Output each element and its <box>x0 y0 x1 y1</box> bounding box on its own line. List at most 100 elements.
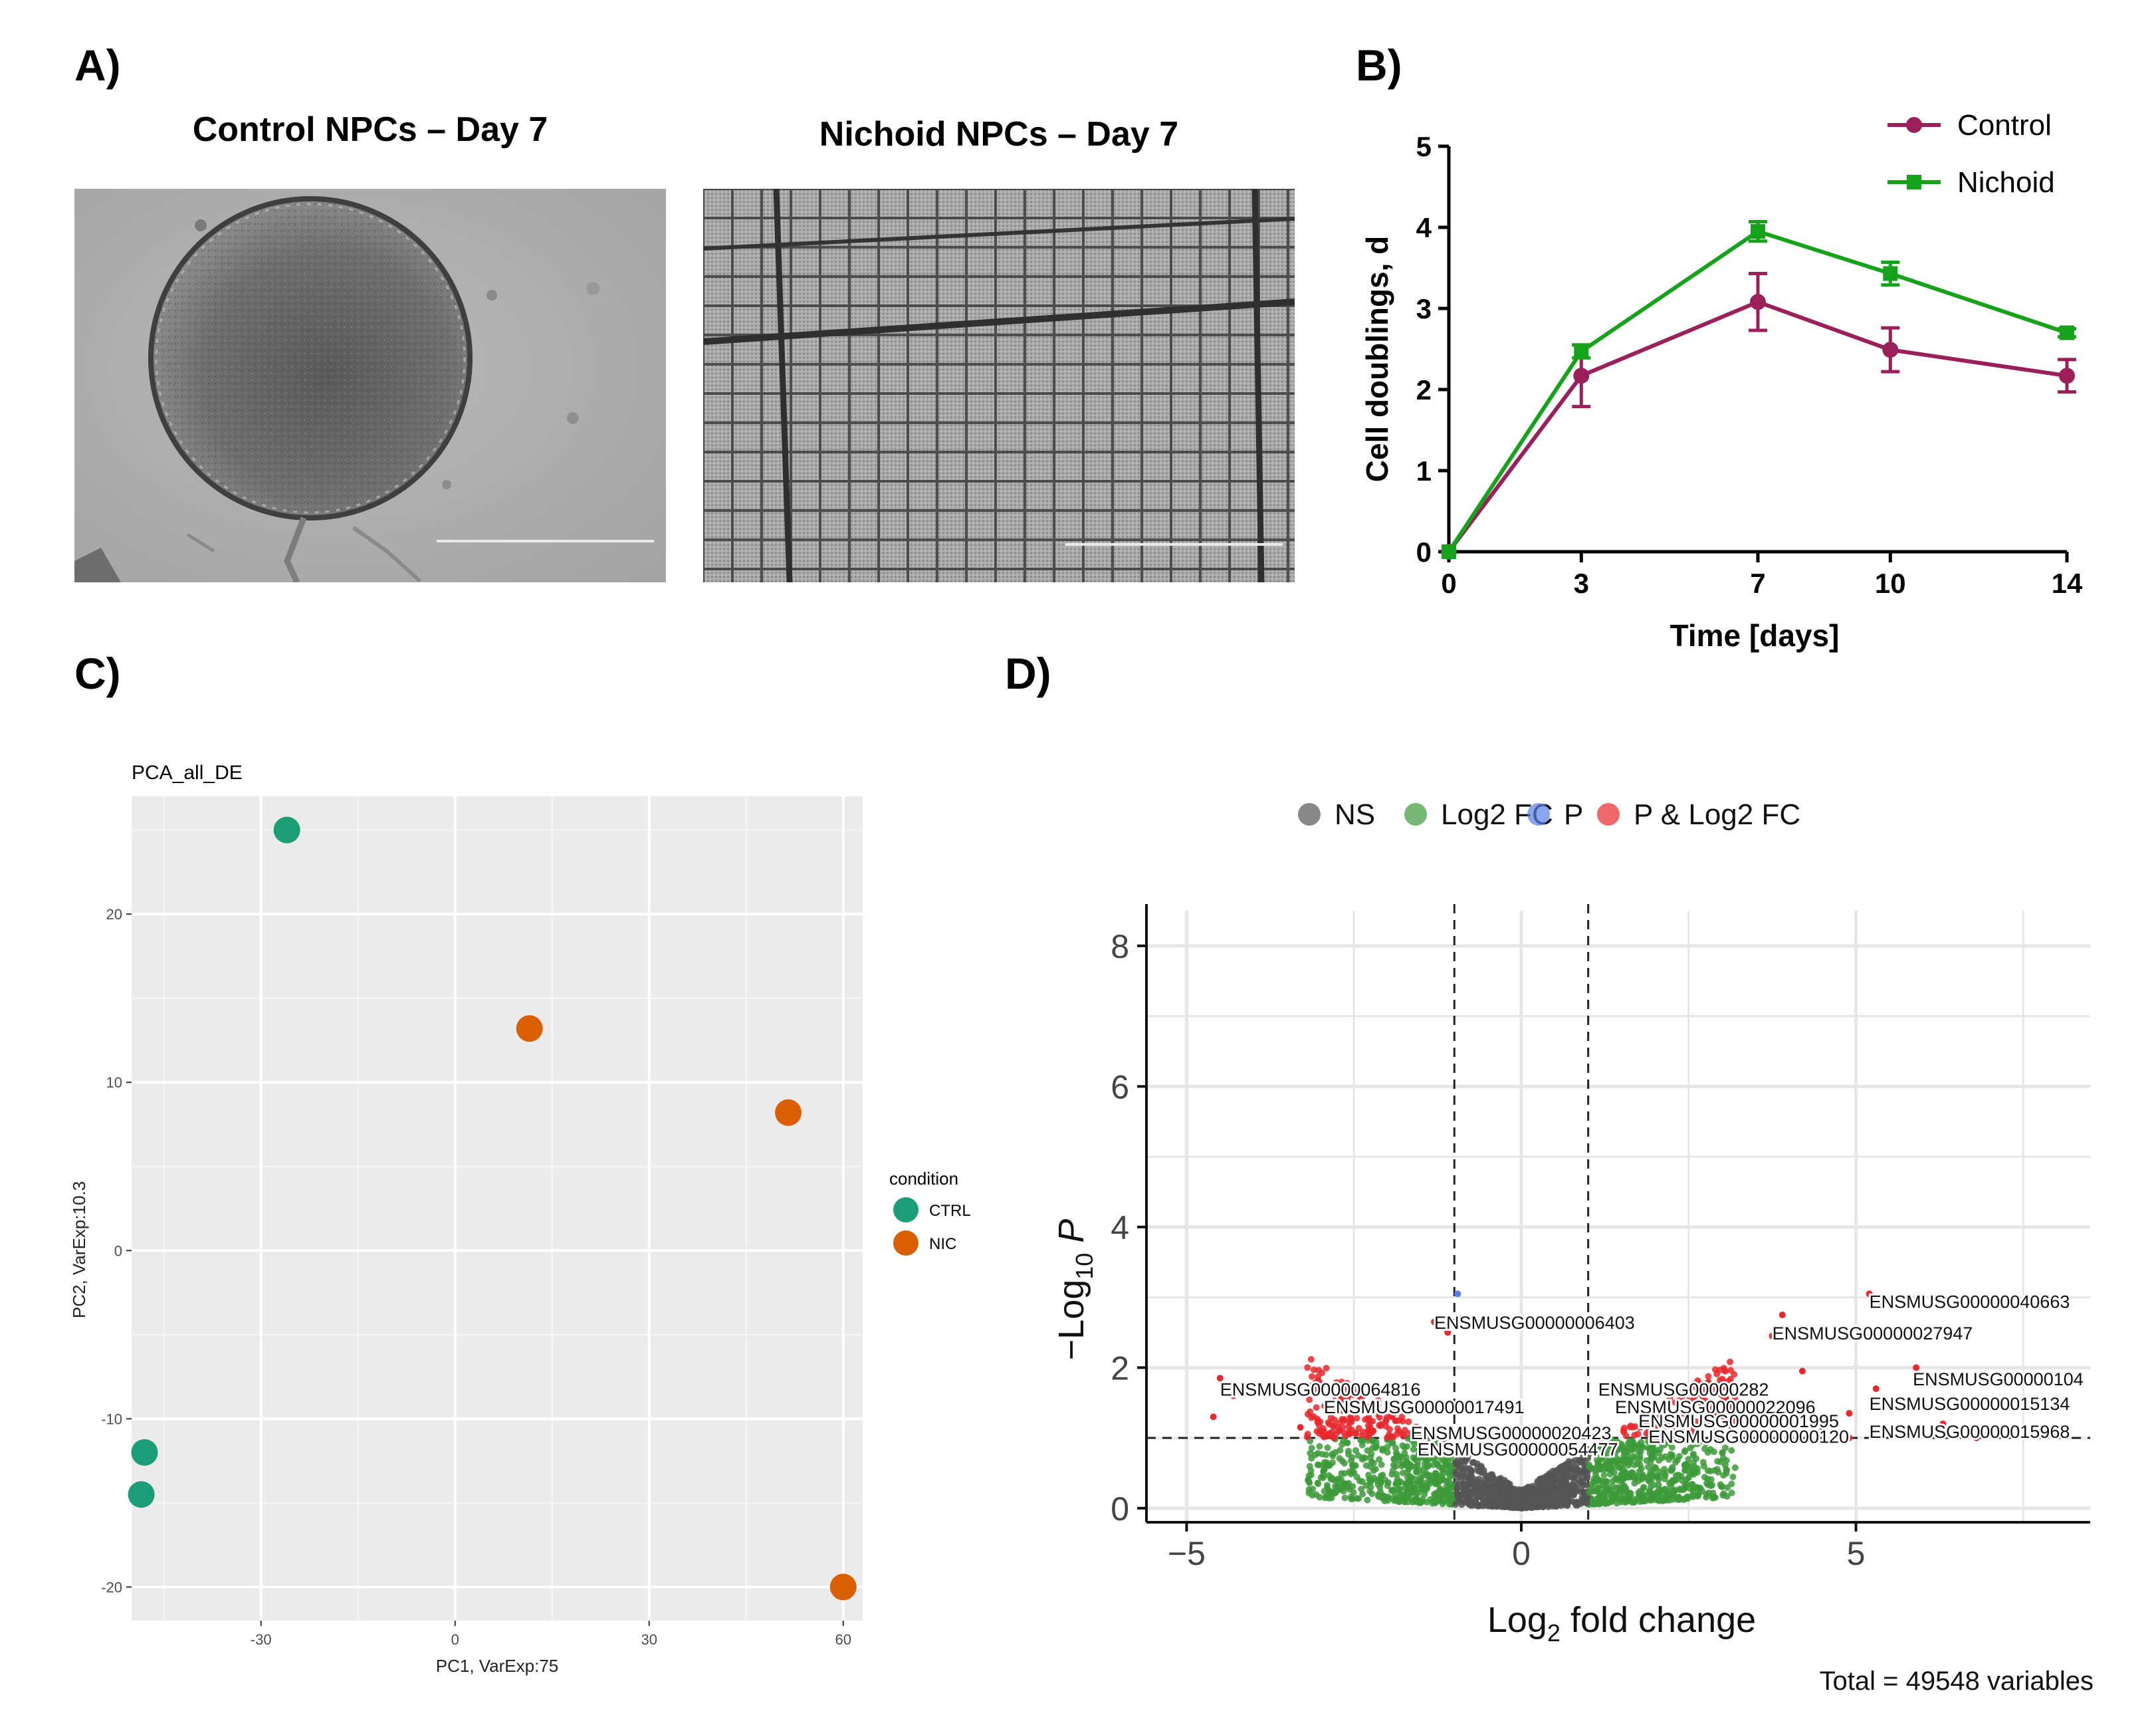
chart-d-point <box>1350 1489 1357 1496</box>
chart-d-point <box>1414 1462 1421 1469</box>
chart-c-x-tick-label: 30 <box>641 1631 657 1648</box>
chart-d-point <box>1406 1472 1414 1480</box>
chart-d-point <box>1728 1480 1735 1488</box>
chart-d-point <box>1693 1484 1701 1491</box>
chart-d-point <box>1572 1467 1579 1474</box>
chart-d-point <box>1308 1373 1315 1380</box>
chart-b-axes: 0 3 7 10 14 0 1 2 3 4 5 <box>1416 131 2083 599</box>
chart-c-legend-key <box>893 1197 918 1222</box>
chart-d-point <box>1376 1456 1383 1463</box>
chart-d-points <box>1210 1290 1980 1512</box>
chart-d-point <box>1311 1366 1317 1373</box>
chart-d-point <box>1555 1466 1562 1474</box>
chart-d-point <box>1550 1478 1557 1486</box>
chart-d-point <box>1689 1452 1697 1459</box>
chart-d-point <box>1308 1414 1315 1421</box>
chart-d-point <box>1647 1468 1654 1476</box>
chart-d-point <box>1468 1467 1475 1474</box>
chart-d-point <box>1630 1446 1638 1453</box>
chart-d-point <box>1445 1468 1452 1476</box>
chart-d-point <box>1730 1419 1737 1426</box>
chart-d-point <box>1713 1466 1721 1473</box>
chart-d-point <box>1358 1486 1365 1492</box>
chart-d-point <box>1366 1488 1374 1495</box>
chart-d-point <box>1359 1454 1366 1461</box>
chart-d-point <box>1652 1407 1660 1414</box>
chart-d-point <box>1661 1470 1668 1477</box>
chart-d-point <box>1369 1438 1376 1445</box>
control-micrograph <box>74 189 666 582</box>
chart-d-y-label: −Log10 P <box>1051 1219 1098 1361</box>
chart-d-point <box>1846 1435 1853 1442</box>
chart-d-point <box>1485 1500 1492 1508</box>
chart-d-point <box>1495 1476 1502 1483</box>
chart-d-point <box>1439 1438 1446 1446</box>
chart-d-point <box>1454 1290 1461 1298</box>
chart-d-point <box>1315 1450 1321 1457</box>
chart-d-point <box>1612 1459 1620 1466</box>
chart-d-gene-label: ENSMUSG00000027947 <box>1773 1323 1973 1343</box>
chart-c-title: PCA_all_DE <box>132 762 243 784</box>
chart-b-point <box>1574 344 1589 359</box>
control-micrograph-image <box>74 189 666 582</box>
chart-d-point <box>1586 1489 1593 1496</box>
chart-d-point <box>1417 1479 1424 1486</box>
chart-d-point <box>1297 1424 1304 1431</box>
chart-d-point <box>1626 1423 1634 1431</box>
chart-d-point <box>1626 1458 1633 1465</box>
chart-d-point <box>1610 1477 1617 1484</box>
chart-d-gene-label: ENSMUSG00000001995 <box>1638 1411 1839 1431</box>
chart-d-point <box>1475 1475 1483 1482</box>
chart-d-point <box>1452 1501 1459 1508</box>
chart-d-point <box>1666 1437 1673 1444</box>
chart-d-point <box>1697 1438 1704 1444</box>
chart-d-point <box>1578 1496 1586 1504</box>
chart-d-point <box>1663 1496 1670 1504</box>
chart-c-y-tick-label: -20 <box>101 1579 122 1595</box>
chart-d-point <box>1313 1404 1320 1411</box>
chart-d-point <box>1541 1496 1549 1504</box>
chart-d-point <box>1334 1482 1341 1490</box>
chart-c-points <box>128 816 857 1601</box>
chart-d-point <box>1364 1447 1371 1454</box>
chart-d-point <box>1463 1474 1470 1481</box>
chart-b-legend: Control Nichoid <box>1887 109 2055 199</box>
chart-d-point <box>1640 1412 1647 1419</box>
chart-d-point <box>1596 1440 1604 1447</box>
chart-d-point <box>1324 1444 1331 1451</box>
chart-d-point <box>1439 1446 1446 1453</box>
chart-d-point <box>1717 1377 1723 1384</box>
chart-d-point <box>1618 1456 1626 1464</box>
chart-d-point <box>1365 1430 1372 1437</box>
chart-d-point <box>1722 1367 1729 1375</box>
chart-d-point <box>1573 1498 1580 1506</box>
chart-c-plot: -30 0 30 60 -20 -10 0 10 20 <box>101 796 863 1648</box>
chart-d-point <box>1338 1379 1345 1385</box>
chart-d-point <box>1308 1454 1315 1462</box>
chart-d-point <box>1329 1423 1337 1431</box>
chart-d-point <box>1590 1475 1598 1482</box>
chart-d-point <box>1728 1489 1735 1496</box>
chart-d-point <box>1713 1408 1720 1415</box>
chart-d-legend-key <box>1404 803 1427 826</box>
chart-d-point <box>1305 1472 1313 1479</box>
chart-d-point <box>1685 1456 1692 1463</box>
chart-d-point <box>1657 1439 1664 1446</box>
chart-d-point <box>1426 1455 1433 1462</box>
chart-b-y-tick-label: 2 <box>1416 374 1432 405</box>
chart-d-gene-label: ENSMUSG00000040663 <box>1870 1292 2070 1312</box>
chart-d-point <box>1683 1476 1690 1483</box>
chart-d-point <box>1723 1466 1731 1474</box>
chart-d-point <box>1358 1393 1365 1399</box>
chart-d-point <box>1372 1466 1379 1472</box>
chart-d-point <box>1608 1436 1615 1443</box>
chart-d-point <box>1359 1490 1366 1498</box>
chart-d-point <box>1624 1440 1632 1447</box>
chart-b-point <box>1883 266 1898 281</box>
chart-d-point <box>1593 1456 1600 1464</box>
chart-b-x-tick-label: 14 <box>2052 568 2083 599</box>
chart-d-point <box>1731 1464 1739 1471</box>
chart-b-x-tick-label: 0 <box>1441 568 1456 599</box>
chart-d-point <box>1872 1385 1880 1393</box>
chart-d-point <box>1421 1460 1428 1468</box>
